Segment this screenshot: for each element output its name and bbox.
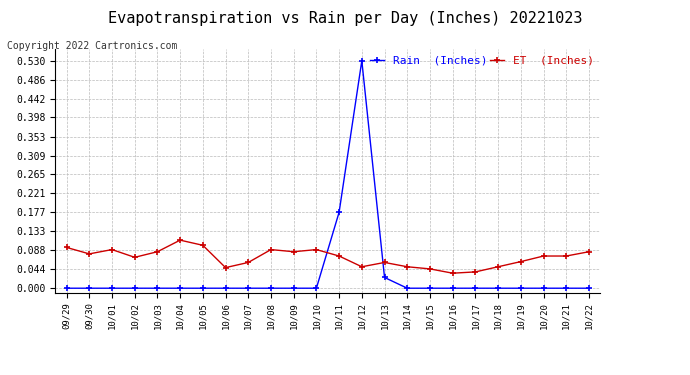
Rain  (Inches) [562, 286, 571, 291]
Rain  (Inches) [357, 58, 366, 63]
Rain  (Inches) [540, 286, 548, 291]
ET  (Inches) [403, 264, 411, 269]
ET  (Inches) [335, 254, 343, 258]
Rain  (Inches) [62, 286, 70, 291]
Rain  (Inches) [85, 286, 93, 291]
Rain  (Inches) [199, 286, 207, 291]
ET  (Inches) [357, 264, 366, 269]
ET  (Inches) [471, 270, 480, 274]
ET  (Inches) [517, 260, 525, 264]
Legend: Rain  (Inches), ET  (Inches): Rain (Inches), ET (Inches) [366, 51, 598, 70]
Rain  (Inches) [585, 286, 593, 291]
ET  (Inches) [199, 243, 207, 248]
Rain  (Inches) [471, 286, 480, 291]
ET  (Inches) [153, 249, 161, 254]
Rain  (Inches) [335, 210, 343, 214]
Line: Rain  (Inches): Rain (Inches) [63, 58, 592, 291]
Rain  (Inches) [267, 286, 275, 291]
Rain  (Inches) [403, 286, 411, 291]
Rain  (Inches) [313, 286, 321, 291]
ET  (Inches) [221, 266, 230, 270]
Rain  (Inches) [448, 286, 457, 291]
ET  (Inches) [380, 260, 388, 265]
Rain  (Inches) [380, 275, 388, 280]
ET  (Inches) [426, 267, 434, 271]
Rain  (Inches) [426, 286, 434, 291]
ET  (Inches) [585, 249, 593, 254]
Rain  (Inches) [221, 286, 230, 291]
ET  (Inches) [130, 255, 139, 260]
Rain  (Inches) [176, 286, 184, 291]
Rain  (Inches) [108, 286, 116, 291]
ET  (Inches) [290, 249, 298, 254]
ET  (Inches) [562, 254, 571, 258]
ET  (Inches) [540, 254, 548, 258]
ET  (Inches) [448, 271, 457, 276]
ET  (Inches) [244, 260, 253, 265]
Line: ET  (Inches): ET (Inches) [63, 237, 592, 276]
Rain  (Inches) [494, 286, 502, 291]
Rain  (Inches) [517, 286, 525, 291]
ET  (Inches) [85, 252, 93, 256]
ET  (Inches) [176, 238, 184, 242]
ET  (Inches) [62, 245, 70, 250]
ET  (Inches) [313, 248, 321, 252]
Text: Evapotranspiration vs Rain per Day (Inches) 20221023: Evapotranspiration vs Rain per Day (Inch… [108, 11, 582, 26]
ET  (Inches) [494, 264, 502, 269]
ET  (Inches) [108, 248, 116, 252]
Rain  (Inches) [130, 286, 139, 291]
Text: Copyright 2022 Cartronics.com: Copyright 2022 Cartronics.com [7, 41, 177, 51]
Rain  (Inches) [290, 286, 298, 291]
ET  (Inches) [267, 248, 275, 252]
Rain  (Inches) [153, 286, 161, 291]
Rain  (Inches) [244, 286, 253, 291]
